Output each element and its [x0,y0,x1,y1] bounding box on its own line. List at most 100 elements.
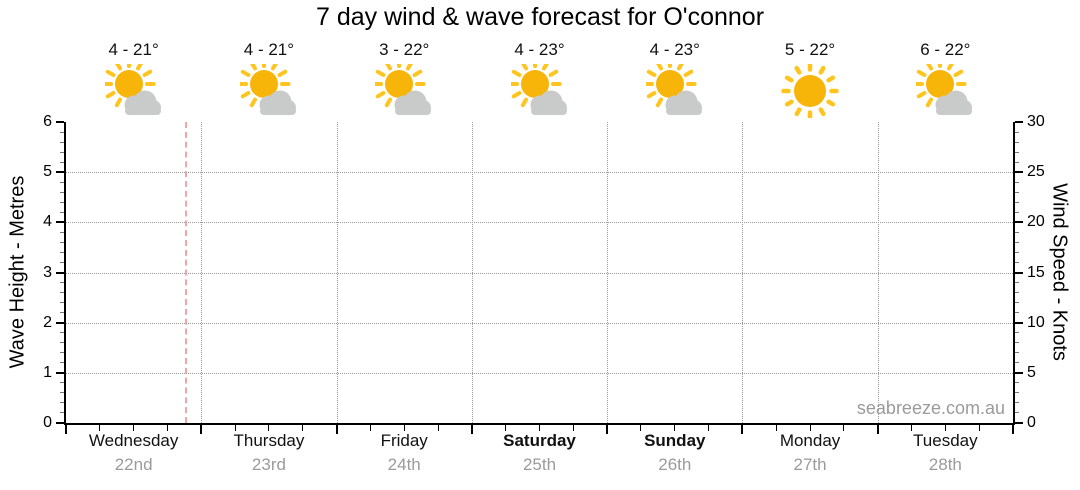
left-minor-tick [60,151,64,153]
bottom-minor-tick [809,425,811,431]
left-minor-tick [60,161,64,163]
left-tick-label: 6 [43,113,52,130]
sun-behind-cloud-icon [916,64,974,118]
right-minor-tick [1015,181,1019,183]
bottom-minor-tick [640,425,642,431]
right-minor-tick [1015,412,1019,414]
right-minor-tick [1015,342,1019,344]
horizontal-gridline [66,322,1013,324]
horizontal-gridline [66,222,1013,224]
right-major-tick [1015,271,1023,274]
day-name-label: Monday [779,431,841,450]
watermark: seabreeze.com.au [856,398,1005,418]
right-tick-label: 15 [1027,263,1045,281]
left-major-tick [56,221,64,224]
bottom-major-tick [200,425,203,434]
left-minor-tick [60,181,64,183]
right-minor-tick [1015,241,1019,243]
bottom-minor-tick [944,425,946,431]
bottom-minor-tick [708,425,710,431]
day-date-label: 27th [793,455,827,474]
bottom-minor-tick [978,425,980,431]
right-major-tick [1015,371,1023,374]
left-minor-tick [60,332,64,334]
bottom-axis-line [64,423,1015,425]
bottom-major-tick [65,425,67,434]
left-minor-tick [60,282,64,284]
bottom-minor-tick [775,425,777,431]
left-minor-tick [60,131,64,133]
day-date-label: 24th [387,455,421,474]
right-minor-tick [1015,261,1019,263]
right-major-tick [1015,171,1023,174]
right-minor-tick [1015,191,1019,193]
right-minor-tick [1015,392,1019,394]
left-minor-tick [60,312,64,314]
right-minor-tick [1015,402,1019,404]
left-axis-line [64,122,66,423]
temperature-label: 4 - 21° [243,40,295,59]
bottom-minor-tick [911,425,913,431]
horizontal-gridline [66,372,1013,374]
right-tick-label: 0 [1027,414,1036,431]
day-date-label: 25th [522,455,557,474]
left-minor-tick [60,141,64,143]
right-tick-label: 20 [1027,213,1045,231]
left-minor-tick [60,241,64,243]
bottom-minor-tick [505,425,507,431]
bottom-major-tick [470,425,473,434]
bottom-major-tick [741,425,744,434]
bottom-minor-tick [268,425,270,431]
sun-behind-cloud-icon [104,64,163,118]
left-minor-tick [60,292,64,294]
bottom-minor-tick [302,425,304,431]
left-minor-tick [60,392,64,394]
left-minor-tick [60,231,64,233]
day-name-label: Wednesday [88,431,179,450]
left-tick-label: 4 [43,213,52,231]
right-minor-tick [1015,151,1019,153]
day-name-label: Tuesday [913,431,978,450]
left-major-tick [56,121,64,123]
left-tick-label: 1 [43,363,52,381]
right-tick-label: 5 [1027,363,1036,381]
right-tick-label: 10 [1027,313,1045,331]
temperature-label: 5 - 22° [784,40,836,59]
right-minor-tick [1015,362,1019,364]
day-boundary-line [201,122,203,423]
left-major-tick [56,371,64,374]
chart-title: 7 day wind & wave forecast for O'connor [315,3,765,31]
bottom-minor-tick [437,425,439,431]
bottom-minor-tick [369,425,371,431]
left-minor-tick [60,382,64,384]
bottom-minor-tick [674,425,676,431]
right-minor-tick [1015,312,1019,314]
day-date-label: 23rd [251,455,286,474]
bottom-minor-tick [403,425,405,431]
temperature-label: 4 - 23° [514,40,565,59]
right-minor-tick [1015,131,1019,133]
left-major-tick [56,422,64,424]
day-boundary-line [877,122,879,423]
bottom-major-tick [606,425,609,434]
bottom-minor-tick [133,425,135,431]
left-tick-label: 2 [43,313,52,331]
horizontal-gridline [66,172,1013,174]
left-minor-tick [60,362,64,364]
left-tick-label: 3 [43,263,52,281]
right-minor-tick [1015,141,1019,143]
horizontal-gridline [66,272,1013,274]
left-minor-tick [60,211,64,213]
temperature-label: 4 - 23° [649,40,700,59]
right-minor-tick [1015,211,1019,213]
right-tick-label: 30 [1027,113,1045,130]
right-minor-tick [1015,231,1019,233]
right-minor-tick [1015,282,1019,284]
right-minor-tick [1015,332,1019,334]
left-minor-tick [60,412,64,414]
right-minor-tick [1015,302,1019,304]
sun-behind-cloud-icon [239,64,298,118]
temperature-label: 3 - 22° [379,40,430,59]
day-name-label: Friday [380,431,428,450]
